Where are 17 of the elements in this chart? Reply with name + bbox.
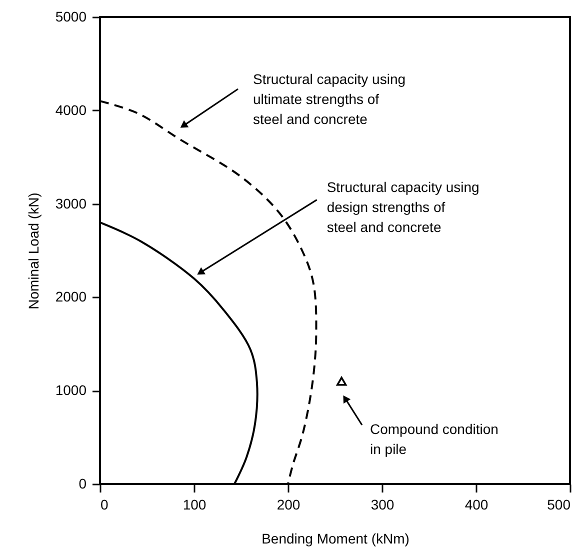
annotation: Compound condition in pile [370, 421, 498, 457]
x-axis-title: Bending Moment (kNm) [262, 530, 410, 546]
x-tick-label: 0 [100, 496, 108, 512]
y-tick-label: 4000 [55, 102, 87, 118]
annotation: Structural capacity using ultimate strengths of steel and concrete [253, 71, 406, 127]
x-tick-label: 500 [547, 496, 571, 512]
annotation: Structural capacity using design strengths of steel and concrete [326, 178, 480, 235]
y-axis-title: Nominal Load (kN) [25, 192, 42, 310]
y-tick-label: 5000 [55, 8, 87, 24]
x-tick-label: 400 [464, 496, 488, 512]
x-tick-label: 300 [370, 496, 394, 512]
y-tick-label: 3000 [55, 195, 87, 212]
y-tick-label: 2000 [55, 288, 87, 305]
y-tick-label: 1000 [55, 382, 87, 398]
x-tick-label: 100 [182, 496, 206, 512]
x-tick-label: 200 [276, 496, 300, 512]
y-tick-label: 0 [78, 476, 87, 492]
